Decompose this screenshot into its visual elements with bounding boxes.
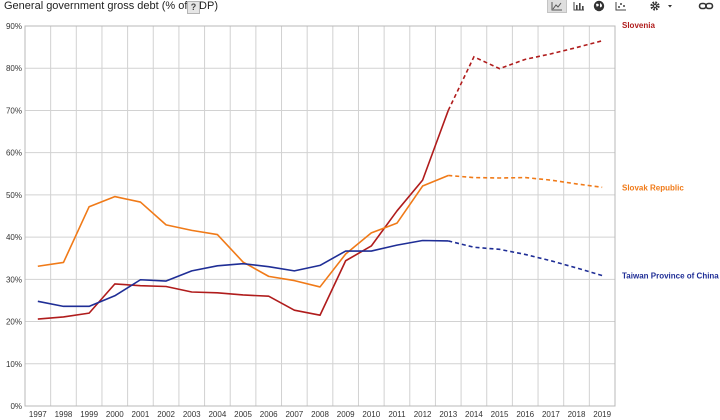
y-tick-label: 0% xyxy=(10,402,22,411)
x-tick-label: 2013 xyxy=(439,410,457,419)
scatter-icon[interactable] xyxy=(611,0,631,13)
x-tick-label: 2006 xyxy=(260,410,278,419)
series-label: Taiwan Province of China xyxy=(622,272,719,281)
series-line-forecast xyxy=(447,40,603,111)
y-tick-label: 20% xyxy=(6,318,22,327)
series-line xyxy=(37,174,449,288)
plot-frame xyxy=(24,25,616,407)
series-label: Slovak Republic xyxy=(622,183,684,192)
chart-grid xyxy=(24,25,616,407)
help-icon[interactable]: ? xyxy=(187,1,200,14)
x-tick-label: 2019 xyxy=(593,410,611,419)
line-chart-icon[interactable] xyxy=(547,0,567,13)
series-line xyxy=(37,239,449,308)
x-tick-label: 2011 xyxy=(388,410,406,419)
y-tick-label: 30% xyxy=(6,275,22,284)
chart-title: General government gross debt (% of GDP) xyxy=(4,0,218,12)
x-tick-label: 2010 xyxy=(362,410,380,419)
x-tick-label: 2016 xyxy=(516,410,534,419)
chevron-down-icon xyxy=(668,5,672,8)
x-tick-label: 1997 xyxy=(29,410,47,419)
y-tick-label: 90% xyxy=(6,22,22,31)
y-tick-label: 80% xyxy=(6,64,22,73)
x-tick-label: 2017 xyxy=(542,410,560,419)
x-tick-label: 2018 xyxy=(568,410,586,419)
x-tick-label: 2005 xyxy=(234,410,252,419)
y-tick-label: 10% xyxy=(6,360,22,369)
series-labels: Slovenia Slovak Republic Taiwan Province o… xyxy=(622,21,719,281)
gear-icon[interactable] xyxy=(645,0,679,13)
x-tick-label: 2007 xyxy=(285,410,303,419)
series-line-forecast xyxy=(448,240,603,277)
x-tick-label: 2012 xyxy=(414,410,432,419)
x-tick-label: 1999 xyxy=(80,410,98,419)
chart-header: General government gross debt (% of GDP)… xyxy=(0,0,720,14)
series-label: Slovenia xyxy=(622,21,655,30)
x-axis-ticks: 1997 1998 1999 2000 2001 2002 2003 2004 2005 2006… xyxy=(29,410,612,419)
y-tick-label: 50% xyxy=(6,191,22,200)
x-tick-label: 2000 xyxy=(106,410,124,419)
chart-series xyxy=(37,40,603,320)
y-axis-ticks: 0% 10% 20% 30% 40% 50% 60% 70% 80% 90% xyxy=(6,22,22,411)
series-line-forecast xyxy=(448,174,603,189)
x-tick-label: 2008 xyxy=(311,410,329,419)
link-icon[interactable] xyxy=(696,0,716,13)
x-tick-label: 2009 xyxy=(337,410,355,419)
x-tick-label: 2003 xyxy=(183,410,201,419)
map-icon[interactable] xyxy=(589,0,609,13)
x-tick-label: 1998 xyxy=(55,410,73,419)
bar-chart-icon[interactable] xyxy=(569,0,589,13)
y-tick-label: 40% xyxy=(6,233,22,242)
x-tick-label: 2015 xyxy=(491,410,509,419)
x-tick-label: 2002 xyxy=(157,410,175,419)
x-tick-label: 2014 xyxy=(465,410,483,419)
series-line xyxy=(37,110,450,320)
x-tick-label: 2001 xyxy=(132,410,150,419)
y-tick-label: 60% xyxy=(6,149,22,158)
x-tick-label: 2004 xyxy=(208,410,226,419)
y-tick-label: 70% xyxy=(6,106,22,115)
